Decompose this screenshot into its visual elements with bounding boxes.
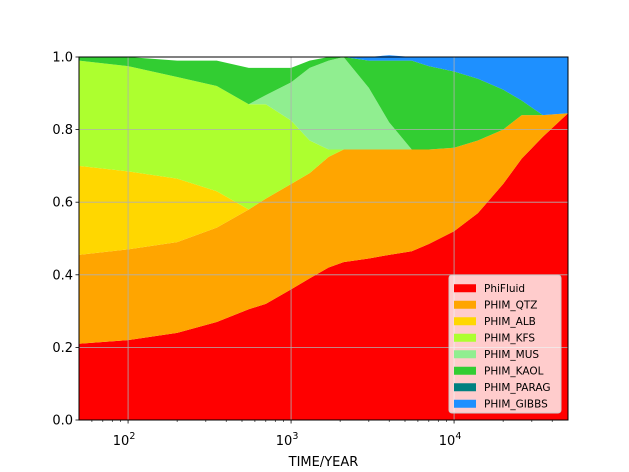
legend-label-phim-kaol: PHIM_KAOL bbox=[484, 366, 544, 378]
area-phim-gibbs bbox=[79, 55, 568, 116]
x-axis-label: TIME/YEAR bbox=[288, 455, 359, 470]
plot-frame bbox=[78, 56, 569, 421]
legend: PhiFluid PHIM_QTZ PHIM_ALB PHIM_KFS PHIM_MUS… bbox=[448, 274, 562, 414]
y-tick-label: 0.8 bbox=[52, 123, 73, 138]
y-tick-label: 0.2 bbox=[52, 341, 73, 356]
area-phim-kfs bbox=[79, 60, 568, 210]
axis-ticks: 0.0 0.2 0.4 0.6 0.8 1.0 102 103 104 bbox=[52, 51, 553, 449]
legend-swatch-phim-parag bbox=[454, 383, 476, 392]
legend-label-phim-mus: PHIM_MUS bbox=[484, 349, 539, 361]
legend-swatch-phim-gibbs bbox=[454, 399, 476, 408]
area-phim-kaol bbox=[79, 57, 568, 150]
legend-label-phim-qtz: PHIM_QTZ bbox=[484, 300, 538, 312]
legend-label-phim-alb: PHIM_ALB bbox=[484, 316, 536, 328]
legend-label-phim-parag: PHIM_PARAG bbox=[484, 382, 550, 394]
area-phifluid bbox=[79, 113, 568, 420]
y-tick-label: 0.6 bbox=[52, 196, 73, 211]
legend-swatch-phim-mus bbox=[454, 350, 476, 359]
y-tick-label: 1.0 bbox=[52, 51, 73, 66]
legend-swatch-phim-alb bbox=[454, 317, 476, 326]
legend-box bbox=[448, 274, 562, 414]
y-tick-label: 0.4 bbox=[52, 268, 73, 283]
x-tick-label: 104 bbox=[439, 431, 462, 449]
x-tick-label: 102 bbox=[113, 431, 136, 449]
legend-label-phim-gibbs: PHIM_GIBBS bbox=[484, 399, 548, 411]
legend-swatch-phim-qtz bbox=[454, 300, 476, 309]
area-layers bbox=[79, 55, 568, 420]
legend-swatch-phim-kfs bbox=[454, 333, 476, 342]
legend-label-phifluid: PhiFluid bbox=[484, 283, 525, 295]
legend-swatch-phim-kaol bbox=[454, 366, 476, 375]
legend-label-phim-kfs: PHIM_KFS bbox=[484, 333, 535, 345]
area-phim-alb bbox=[79, 113, 568, 255]
legend-swatch-phifluid bbox=[454, 284, 476, 293]
x-tick-label: 103 bbox=[276, 431, 299, 449]
area-phim-qtz bbox=[79, 113, 568, 344]
y-tick-label: 0.0 bbox=[52, 414, 73, 429]
area-phim-mus bbox=[79, 57, 568, 150]
